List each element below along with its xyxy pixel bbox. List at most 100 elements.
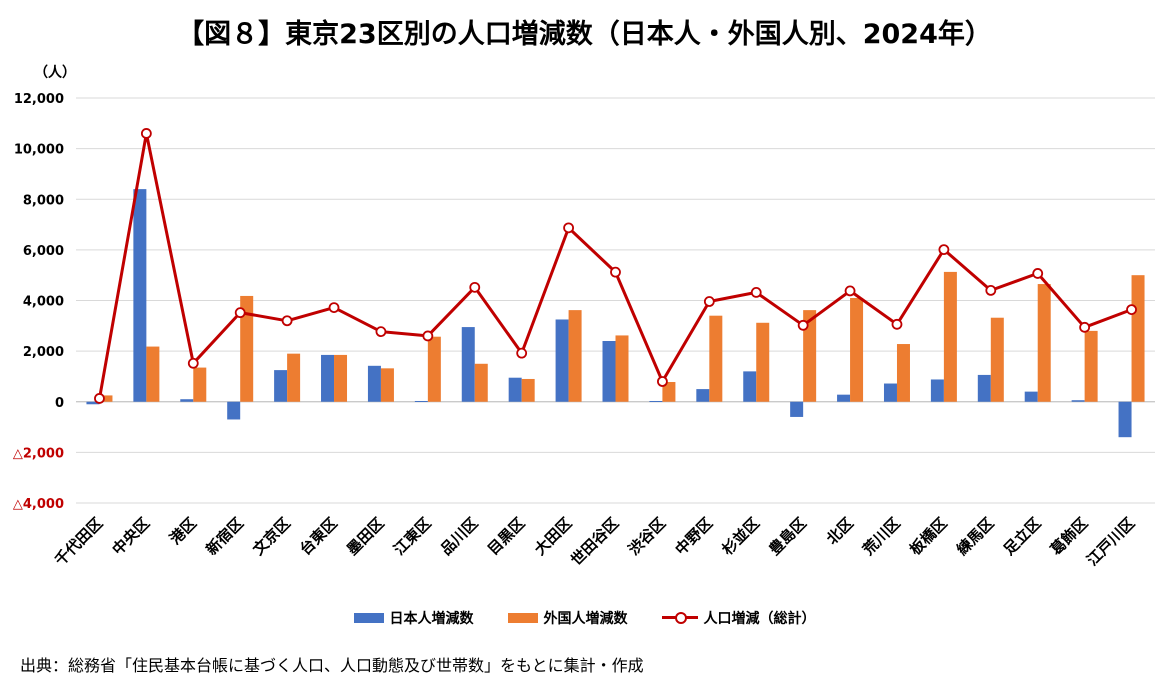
point-total: [985, 284, 997, 296]
x-tick-label: 足立区: [1000, 514, 1045, 559]
x-tick-label: 江戸川区: [1083, 514, 1138, 569]
legend-swatch-total: [661, 612, 698, 624]
x-tick-label: 練馬区: [953, 514, 998, 559]
chart-legend: 日本人増減数 外国人増減数 人口増減（総計）: [0, 608, 1169, 628]
bar-foreign: [521, 378, 535, 402]
y-tick-label: 0: [55, 396, 64, 411]
bar-foreign: [427, 336, 441, 402]
bar-japanese: [649, 400, 663, 402]
point-total: [563, 222, 574, 234]
y-tick-label: 8,000: [23, 193, 64, 208]
bar-foreign: [474, 363, 488, 402]
point-total: [610, 266, 621, 278]
x-tick-label: 板橋区: [906, 514, 951, 559]
point-total: [375, 326, 387, 338]
y-tick-label: △2,000: [13, 446, 64, 461]
x-tick-label: 葛飾区: [1046, 514, 1091, 559]
bar-japanese: [790, 401, 804, 417]
y-tick-label: 2,000: [23, 345, 64, 360]
y-axis-unit-label: （人）: [34, 65, 76, 81]
x-tick-label: 荒川区: [859, 514, 904, 559]
point-total: [422, 330, 434, 342]
point-total: [938, 244, 950, 256]
bar-japanese: [602, 341, 616, 402]
point-total: [1126, 304, 1137, 316]
point-total: [657, 376, 668, 387]
point-total: [516, 347, 528, 359]
x-tick-label: 新宿区: [202, 514, 247, 559]
bar-foreign: [1131, 275, 1145, 402]
bar-japanese: [883, 383, 897, 402]
bar-japanese: [274, 370, 288, 402]
bar-foreign: [662, 382, 676, 402]
x-tick-label: 杉並区: [719, 514, 764, 559]
x-tick-label: 台東区: [296, 514, 341, 559]
legend-swatch-foreign: [507, 613, 538, 623]
bar-foreign: [850, 297, 864, 402]
bar-japanese: [414, 400, 428, 402]
y-tick-label: 4,000: [23, 295, 64, 310]
bar-foreign: [240, 295, 254, 402]
x-tick-label: 品川区: [437, 514, 482, 559]
point-total: [891, 318, 903, 330]
bar-japanese: [321, 354, 335, 402]
bar-foreign: [803, 310, 817, 402]
bar-foreign: [380, 368, 394, 402]
x-tick-label: 文京区: [249, 514, 294, 559]
x-tick-label: 大田区: [531, 514, 576, 559]
x-tick-label: 北区: [823, 514, 857, 548]
y-tick-label: 12,000: [14, 92, 64, 107]
x-tick-label: 墨田区: [343, 514, 388, 559]
bar-japanese: [1118, 401, 1132, 438]
legend-label-japanese: 日本人増減数: [389, 611, 474, 627]
point-total: [281, 315, 293, 327]
point-total: [469, 281, 481, 293]
point-total: [187, 357, 199, 369]
y-tick-label: △4,000: [13, 497, 64, 512]
point-total: [844, 285, 856, 297]
bar-japanese: [743, 371, 757, 402]
bar-japanese: [86, 401, 100, 405]
bar-foreign: [756, 322, 770, 402]
point-total: [328, 302, 340, 313]
legend-item-total: 人口増減（総計）: [661, 608, 816, 628]
bar-foreign: [99, 395, 113, 402]
x-tick-label: 中央区: [109, 514, 154, 559]
x-tick-label: 目黒区: [484, 514, 529, 559]
x-tick-label: 世田谷区: [567, 514, 622, 569]
bar-japanese: [1024, 391, 1038, 402]
y-tick-label: 10,000: [14, 143, 64, 158]
bar-japanese: [227, 401, 241, 420]
bar-japanese: [1071, 400, 1085, 402]
bar-foreign: [990, 317, 1004, 402]
legend-item-japanese: 日本人増減数: [353, 608, 474, 628]
y-tick-label: 6,000: [23, 244, 64, 259]
bar-foreign: [287, 353, 301, 402]
chart-canvas: 12,000 10,000 8,000 6,000 4,000 2,000 0 △2,000 △…: [13, 92, 1155, 569]
x-tick-label: 千代田区: [51, 514, 106, 569]
bar-japanese: [367, 365, 381, 402]
point-total: [703, 296, 715, 307]
bar-japanese: [930, 379, 944, 402]
bar-japanese: [180, 399, 194, 402]
bar-foreign: [709, 315, 723, 402]
legend-label-foreign: 外国人増減数: [543, 611, 628, 627]
chart-title: 【図８】東京23区別の人口増減数（日本人・外国人別、2024年）: [177, 19, 992, 50]
legend-item-foreign: 外国人増減数: [507, 608, 628, 628]
bar-japanese: [696, 389, 710, 402]
point-total: [234, 307, 246, 319]
point-total: [797, 319, 809, 331]
point-total: [750, 286, 762, 298]
bar-foreign: [896, 344, 910, 402]
x-tick-label: 港区: [166, 514, 200, 548]
source-note: 出典：総務省「住民基本台帳に基づく人口、人口動態及び世帯数」をもとに集計・作成: [20, 656, 644, 675]
x-tick-label: 豊島区: [765, 514, 810, 559]
bar-japanese: [133, 189, 147, 402]
x-tick-label: 渋谷区: [625, 514, 670, 559]
bar-foreign: [615, 335, 629, 402]
bar-foreign: [568, 310, 582, 402]
bar-foreign: [1084, 330, 1098, 402]
legend-swatch-japanese: [353, 613, 384, 623]
bar-foreign: [1037, 284, 1051, 402]
bar-japanese: [977, 374, 991, 402]
